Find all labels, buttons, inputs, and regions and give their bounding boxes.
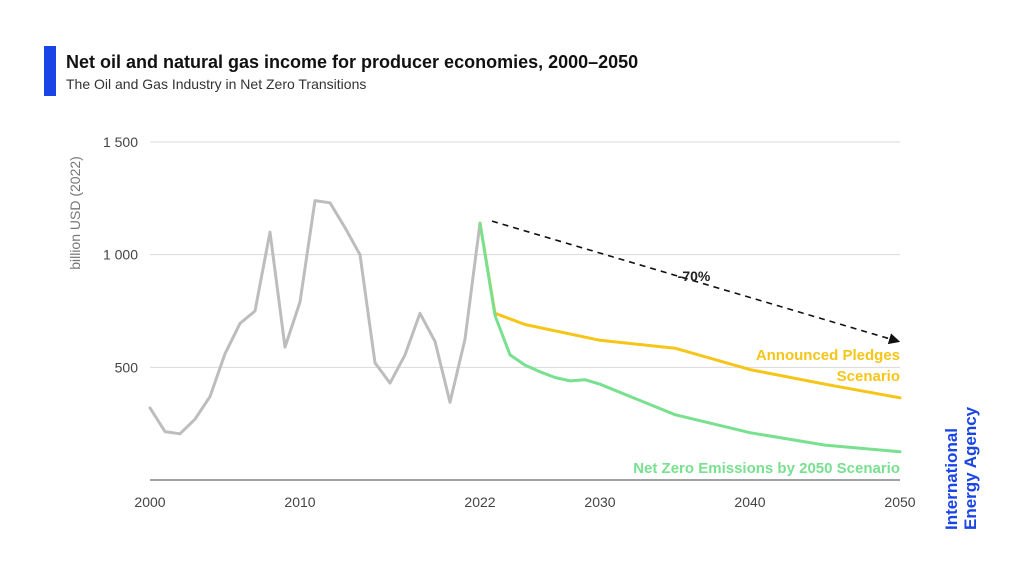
announced-pledges-label-line-2: Scenario	[837, 368, 900, 385]
x-tick-label: 2022	[464, 494, 495, 510]
history-series-line	[148, 199, 482, 436]
title-accent-bar	[44, 46, 56, 96]
x-tick-label: 2030	[584, 494, 615, 510]
y-tick-label: 1 000	[103, 247, 138, 263]
x-tick-label: 2040	[734, 494, 765, 510]
announced-pledges-series-line	[478, 221, 902, 400]
announced-pledges-label-line-1: Announced Pledges	[756, 347, 900, 364]
x-tick-label: 2050	[884, 494, 915, 510]
brand-line-2: Energy Agency	[961, 406, 980, 530]
x-tick-label: 2010	[284, 494, 315, 510]
y-tick-label: 1 500	[103, 134, 138, 150]
reduction-annotation: -70%	[678, 268, 711, 284]
x-tick-label: 2000	[134, 494, 165, 510]
y-axis-label: billion USD (2022)	[67, 156, 83, 270]
iea-logo-text: International Energy Agency	[942, 407, 980, 530]
net-zero-series-line	[478, 221, 902, 454]
brand-line-1: International	[942, 427, 961, 530]
net-zero-label: Net Zero Emissions by 2050 Scenario	[633, 460, 900, 477]
y-tick-label: 500	[115, 359, 139, 375]
chart-subtitle: The Oil and Gas Industry in Net Zero Tra…	[66, 76, 367, 92]
chart-title: Net oil and natural gas income for produ…	[66, 52, 639, 72]
reduction-arrow	[491, 220, 901, 345]
